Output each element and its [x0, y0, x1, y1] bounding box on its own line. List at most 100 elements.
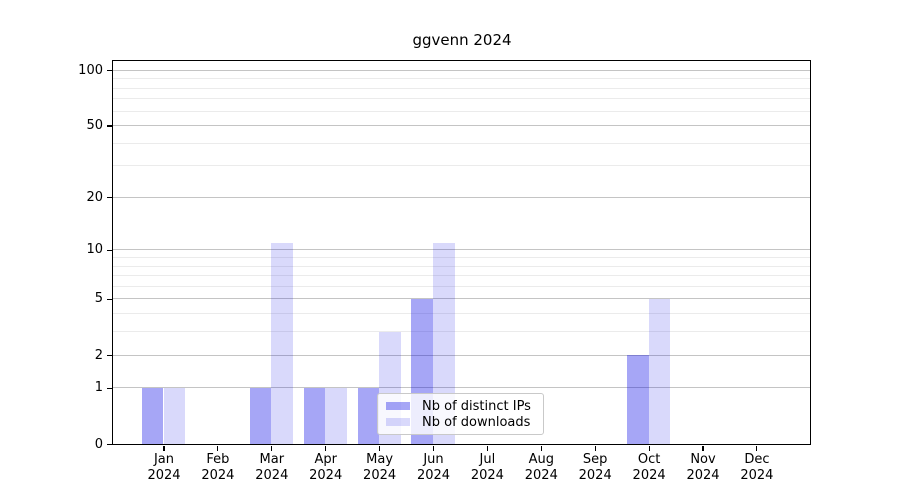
legend-swatch-downloads-icon: [386, 418, 410, 426]
y-tick-mark: [107, 354, 112, 357]
minor-gridline: [113, 313, 810, 315]
x-tick-mark: [540, 446, 542, 451]
x-tick-mark: [379, 446, 381, 451]
x-tick-year: 2024: [740, 468, 774, 483]
x-tick-year: 2024: [632, 468, 666, 483]
x-tick-year: 2024: [363, 468, 397, 483]
legend-swatch-distinct-ips-icon: [386, 402, 410, 410]
minor-gridline: [113, 78, 810, 80]
x-tick-label: Aug 2024: [509, 452, 573, 484]
bar-distinct-ips: [357, 387, 380, 444]
legend-item-distinct-ips: Nb of distinct IPs: [386, 399, 535, 414]
minor-gridline: [113, 256, 810, 258]
x-tick-label: Nov 2024: [671, 452, 735, 484]
bar-distinct-ips: [303, 387, 326, 444]
x-tick-month: May: [366, 452, 394, 467]
x-tick-year: 2024: [201, 468, 235, 483]
x-tick-month: Oct: [637, 452, 661, 467]
major-gridline: [113, 354, 810, 356]
minor-gridline: [113, 265, 810, 267]
x-tick-mark: [594, 446, 596, 451]
x-tick-mark: [271, 446, 273, 451]
x-tick-mark: [756, 446, 758, 451]
y-tick-label: 50: [86, 118, 103, 134]
y-tick-label: 10: [86, 242, 103, 258]
major-gridline: [113, 125, 810, 127]
y-tick-mark: [107, 197, 112, 199]
x-tick-label: Jan 2024: [132, 452, 196, 484]
x-tick-year: 2024: [309, 468, 343, 483]
y-tick-mark: [107, 249, 112, 251]
minor-gridline: [113, 331, 810, 333]
y-tick-mark: [107, 125, 112, 127]
x-tick-label: Dec 2024: [725, 452, 789, 484]
x-tick-year: 2024: [524, 468, 558, 483]
y-tick-label: 1: [94, 380, 103, 396]
legend-label-distinct-ips: Nb of distinct IPs: [422, 398, 531, 414]
x-tick-year: 2024: [147, 468, 181, 483]
x-tick-mark: [163, 446, 165, 451]
bar-downloads: [163, 387, 186, 444]
y-tick-label: 0: [94, 436, 103, 452]
major-gridline: [113, 196, 810, 198]
x-tick-year: 2024: [470, 468, 504, 483]
x-tick-year: 2024: [578, 468, 612, 483]
x-tick-label: Jun 2024: [402, 452, 466, 484]
major-gridline: [113, 69, 810, 71]
y-tick-mark: [107, 443, 112, 446]
minor-gridline: [113, 98, 810, 100]
x-tick-label: May 2024: [348, 452, 412, 484]
y-tick-label: 20: [86, 189, 103, 205]
x-tick-month: Feb: [206, 452, 230, 467]
x-tick-mark: [486, 446, 488, 451]
x-tick-mark: [702, 446, 704, 451]
y-tick-label: 100: [78, 62, 103, 78]
x-tick-mark: [325, 446, 327, 451]
chart-title: ggvenn 2024: [412, 31, 512, 49]
x-tick-month: Dec: [744, 452, 770, 467]
major-gridline: [113, 298, 810, 300]
x-tick-mark: [648, 446, 650, 451]
x-tick-year: 2024: [255, 468, 289, 483]
x-tick-month: Nov: [690, 452, 716, 467]
x-tick-month: Sep: [582, 452, 608, 467]
y-tick-mark: [107, 298, 112, 300]
bar-distinct-ips: [141, 387, 164, 444]
x-tick-label: Mar 2024: [240, 452, 304, 484]
x-tick-mark: [217, 446, 219, 451]
x-tick-month: Apr: [314, 452, 337, 467]
y-tick-label: 5: [94, 291, 103, 307]
minor-gridline: [113, 110, 810, 112]
bar-downloads: [325, 387, 347, 444]
x-tick-mark: [432, 446, 435, 451]
x-tick-month: Aug: [528, 452, 554, 467]
x-tick-year: 2024: [416, 468, 451, 483]
minor-gridline: [113, 275, 810, 277]
y-tick-mark: [107, 387, 112, 389]
plot-area: [112, 60, 811, 445]
y-tick-label: 2: [94, 347, 103, 363]
x-tick-month: Jul: [479, 452, 496, 467]
x-tick-month: Jun: [423, 452, 444, 467]
bar-distinct-ips: [627, 355, 649, 444]
x-tick-label: Oct 2024: [617, 452, 681, 484]
bar-downloads: [648, 298, 671, 444]
x-tick-month: Mar: [259, 452, 285, 467]
x-tick-label: Apr 2024: [294, 452, 358, 484]
bar-downloads: [271, 242, 293, 444]
legend-label-downloads: Nb of downloads: [422, 414, 531, 430]
x-tick-label: Jul 2024: [455, 452, 519, 484]
y-tick-mark: [107, 70, 112, 72]
x-tick-label: Feb 2024: [186, 452, 250, 484]
x-tick-year: 2024: [686, 468, 720, 483]
major-gridline: [113, 249, 810, 251]
minor-gridline: [113, 165, 810, 167]
x-tick-month: Jan: [153, 452, 175, 467]
minor-gridline: [113, 142, 810, 144]
legend-item-downloads: Nb of downloads: [386, 415, 535, 430]
legend: Nb of distinct IPs Nb of downloads: [377, 393, 544, 435]
minor-gridline: [113, 285, 810, 287]
x-tick-label: Sep 2024: [563, 452, 627, 484]
major-gridline: [113, 387, 810, 389]
